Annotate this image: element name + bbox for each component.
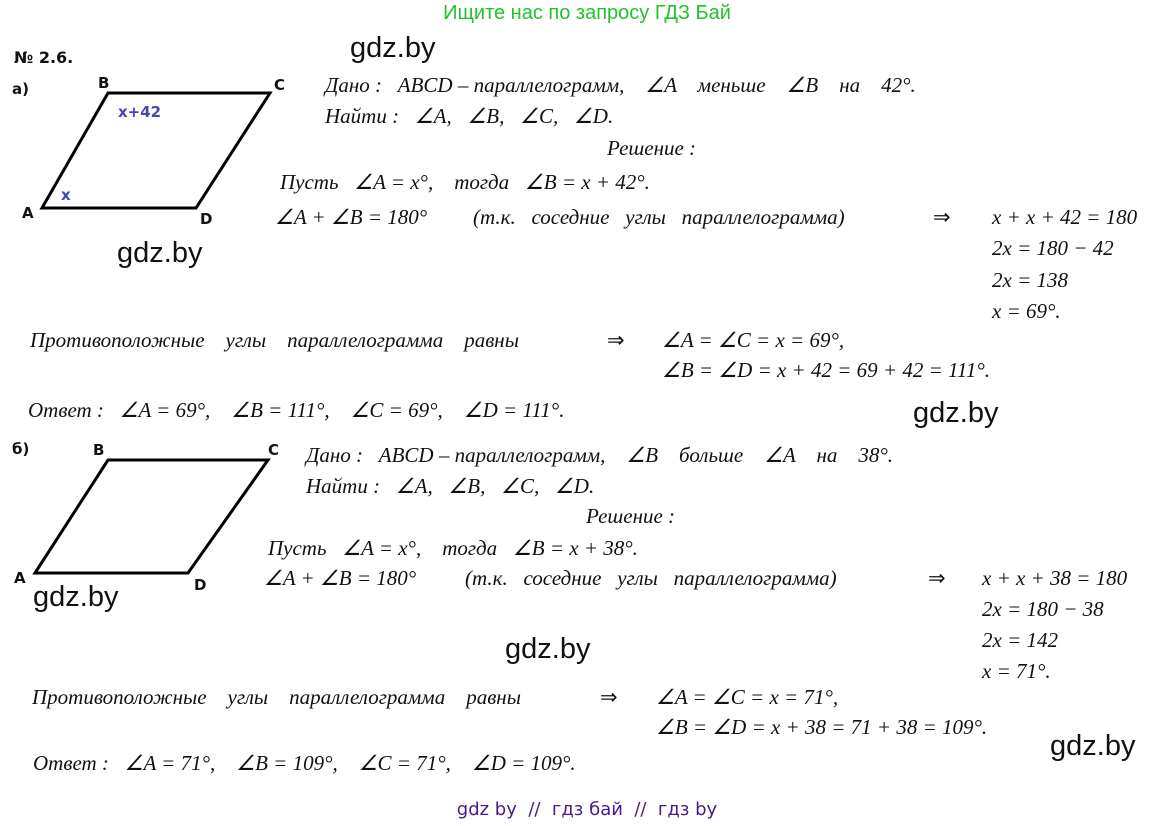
- vertex-d: D: [194, 576, 207, 594]
- vertex-a: A: [22, 204, 34, 222]
- watermark: gdz.by: [350, 32, 436, 64]
- eq-a-2: 2x = 180 − 42: [992, 236, 1114, 260]
- opp-eq-b-2: ∠B = ∠D = x + 38 = 71 + 38 = 109°.: [656, 715, 988, 739]
- sum-a: ∠A + ∠B = 180°: [275, 205, 428, 229]
- vertex-c: C: [274, 76, 286, 94]
- opp-eq-b-1: ∠A = ∠C = x = 71°,: [656, 685, 839, 709]
- eq-b-2: 2x = 180 − 38: [982, 597, 1104, 621]
- eq-b-1: x + x + 38 = 180: [982, 566, 1128, 590]
- vertex-c: C: [268, 441, 280, 459]
- problem-number: № 2.6.: [14, 48, 74, 67]
- part-b-label: б): [12, 440, 30, 458]
- part-a-label: а): [12, 80, 29, 98]
- watermark: gdz.by: [913, 397, 999, 429]
- eq-b-3: 2x = 142: [982, 628, 1058, 652]
- answer-b: Ответ : ∠A = 71°, ∠B = 109°, ∠C = 71°, ∠…: [33, 751, 576, 775]
- parallelogram-a: [39, 91, 273, 210]
- vertex-b: B: [98, 74, 110, 92]
- watermark: gdz.by: [117, 237, 203, 269]
- reason-b: (т.к. соседние углы параллелограмма): [465, 566, 837, 590]
- let-a: Пусть ∠A = x°, тогда ∠B = x + 42°.: [280, 170, 650, 194]
- eq-a-3: 2x = 138: [992, 268, 1068, 292]
- sum-b: ∠A + ∠B = 180°: [264, 566, 417, 590]
- let-b: Пусть ∠A = x°, тогда ∠B = x + 38°.: [268, 536, 638, 560]
- vertex-b: B: [93, 441, 105, 459]
- opposite-b: Противоположные углы параллелограмма рав…: [32, 685, 521, 709]
- solution-title-a: Решение :: [607, 136, 697, 160]
- find-b: Найти : ∠A, ∠B, ∠C, ∠D.: [306, 474, 595, 498]
- parallelogram-b: [32, 458, 271, 575]
- vertex-d: D: [200, 210, 213, 228]
- watermark: gdz.by: [505, 633, 591, 665]
- given-a: Дано : ABCD – параллелограмм, ∠A меньше …: [325, 73, 916, 97]
- watermark: gdz.by: [33, 581, 119, 613]
- answer-a: Ответ : ∠A = 69°, ∠B = 111°, ∠C = 69°, ∠…: [28, 398, 565, 422]
- eq-b-4: x = 71°.: [982, 659, 1051, 683]
- opposite-a: Противоположные углы параллелограмма рав…: [30, 328, 519, 352]
- watermark: gdz.by: [1050, 730, 1136, 762]
- opp-eq-a-2: ∠B = ∠D = x + 42 = 69 + 42 = 111°.: [662, 358, 991, 382]
- opp-eq-a-1: ∠A = ∠C = x = 69°,: [662, 328, 845, 352]
- angle-b-label: x+42: [118, 103, 162, 121]
- vertex-a: A: [14, 569, 26, 587]
- eq-a-4: x = 69°.: [992, 299, 1061, 323]
- implies-b: ⇒: [928, 566, 946, 590]
- find-a: Найти : ∠A, ∠B, ∠C, ∠D.: [325, 104, 614, 128]
- eq-a-1: x + x + 42 = 180: [992, 205, 1138, 229]
- header-banner: Ищите нас по запросу ГДЗ Бай: [443, 2, 731, 24]
- implies-a: ⇒: [933, 205, 951, 229]
- reason-a: (т.к. соседние углы параллелограмма): [473, 205, 845, 229]
- footer-links: gdz by // гдз бай // гдз by: [456, 799, 718, 820]
- implies-b-2: ⇒: [600, 685, 618, 709]
- angle-a-label: x: [61, 186, 71, 204]
- solution-title-b: Решение :: [586, 504, 676, 528]
- given-b: Дано : ABCD – параллелограмм, ∠B больше …: [306, 443, 894, 467]
- implies-a-2: ⇒: [607, 328, 625, 352]
